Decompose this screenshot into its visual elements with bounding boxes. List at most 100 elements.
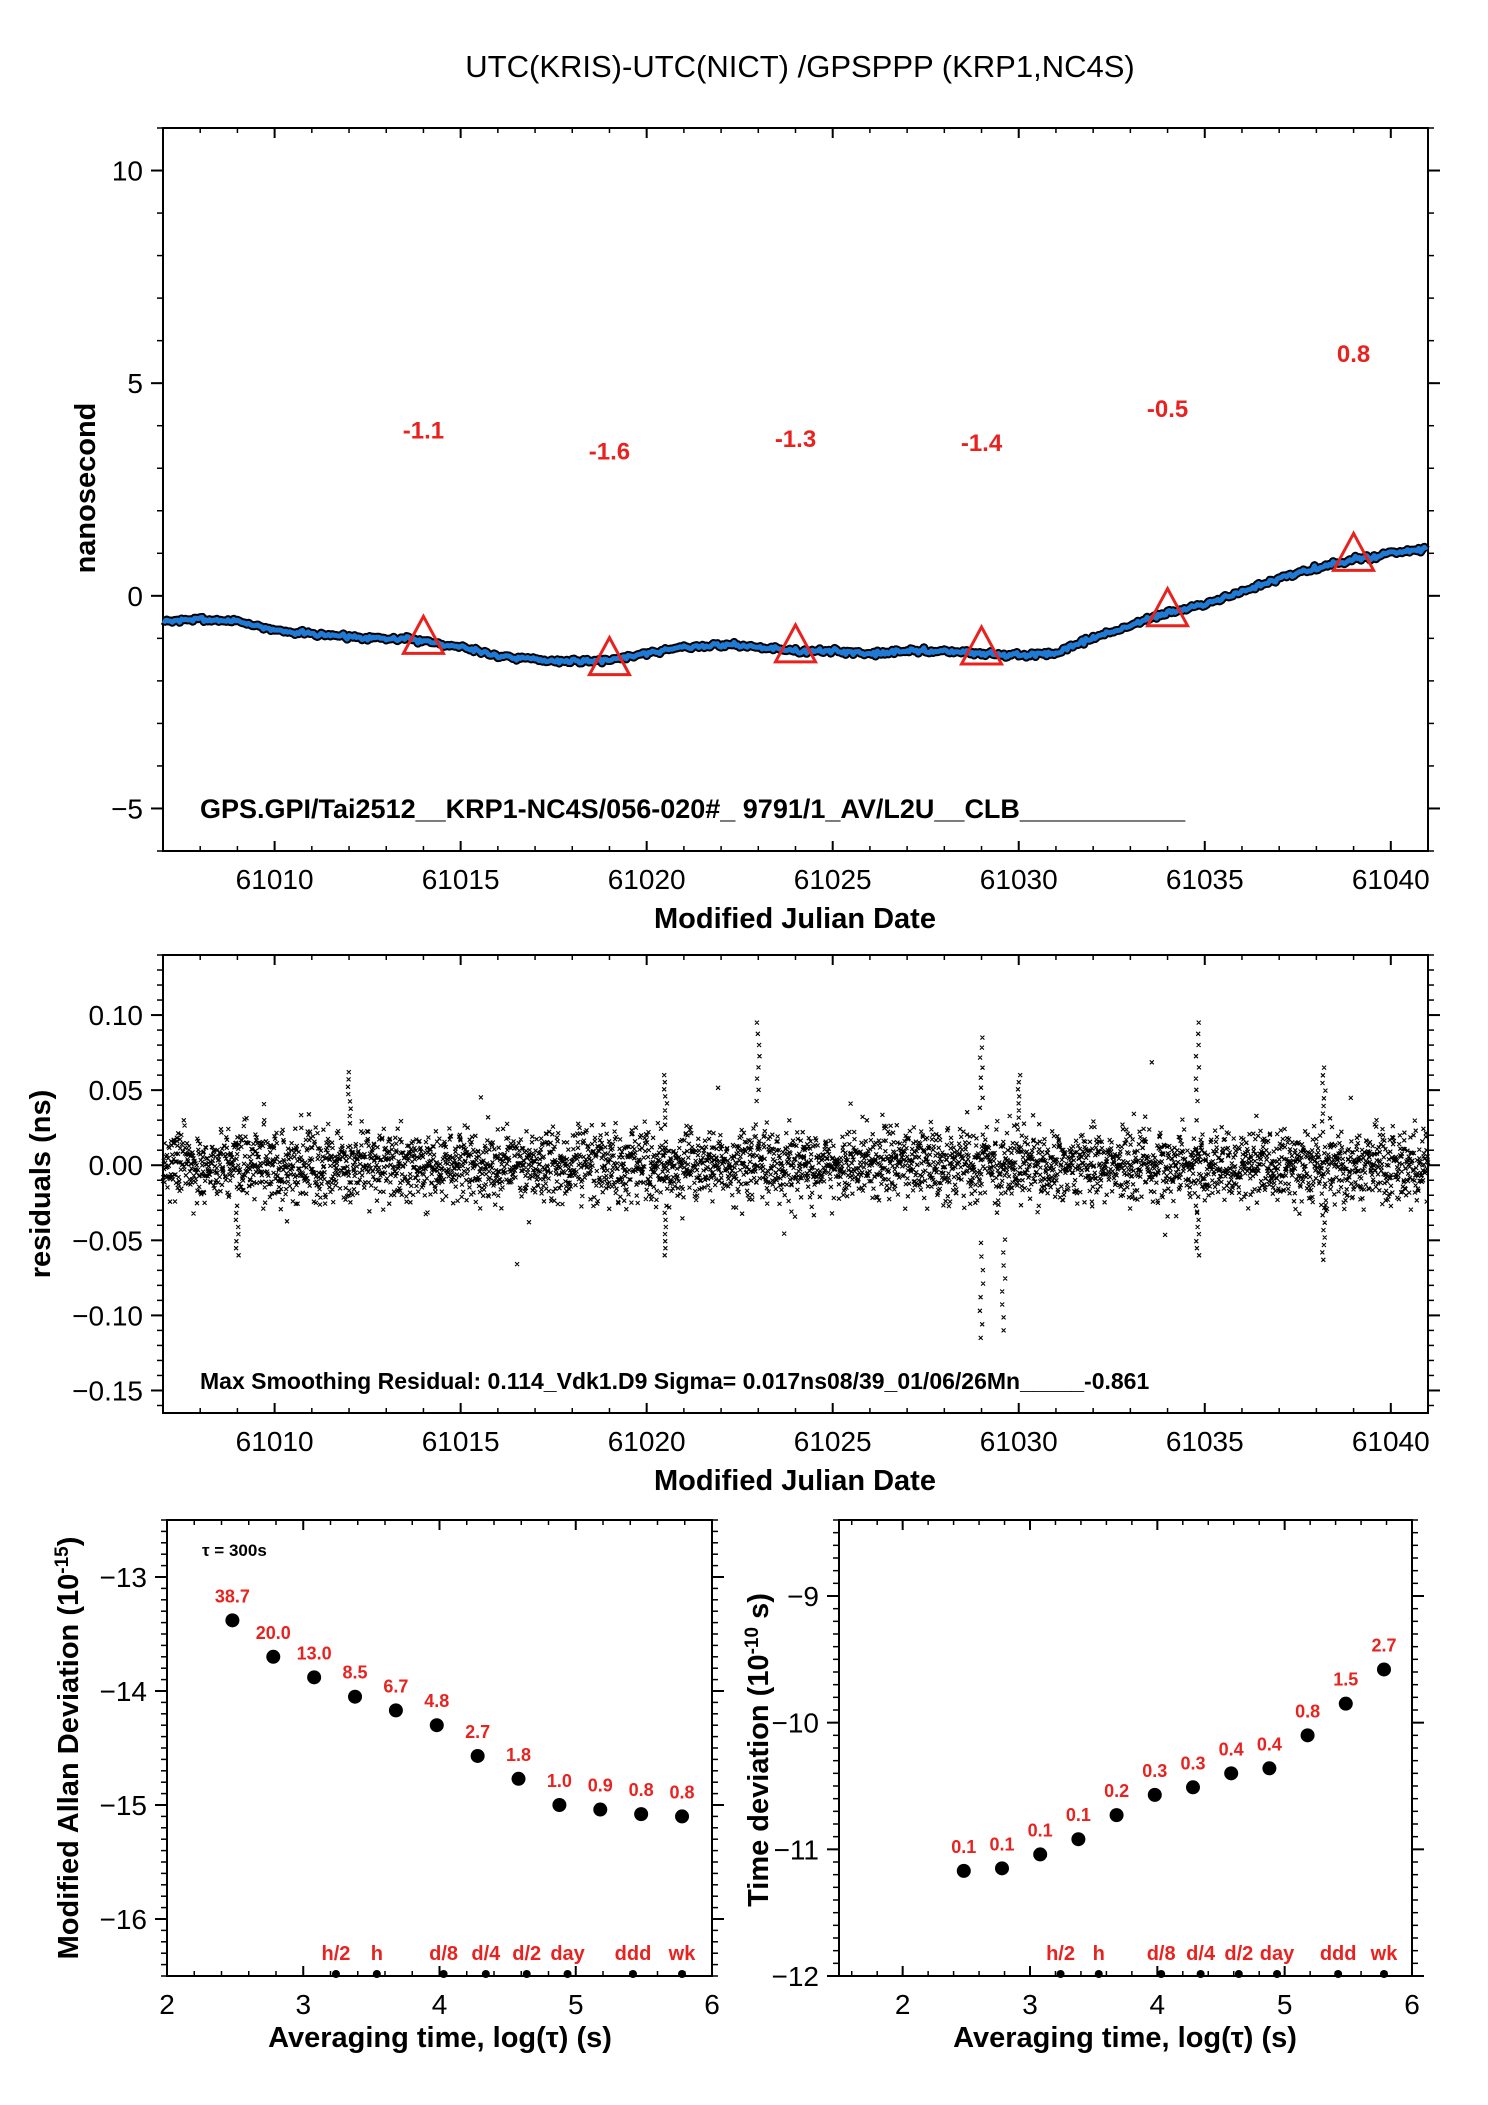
offset-series-line (161, 544, 1429, 666)
offset-triangle-marker (959, 623, 1005, 666)
residuals-x-tick-label: 61035 (1166, 1426, 1244, 1457)
figure-title: UTC(KRIS)-UTC(NICT) /GPSPPP (KRP1,NC4S) (465, 49, 1134, 84)
offset-series-outline (160, 542, 1430, 668)
tdev-interval-marker (1056, 1970, 1065, 1978)
tdev-y-tick-label: −9 (787, 1581, 819, 1612)
tdev-point (994, 1861, 1009, 1876)
tdev-x-tick-label: 5 (1277, 1989, 1293, 2020)
residuals-x-tick-label: 61010 (236, 1426, 314, 1457)
offset-chart: 61010 61015 61020 61025 61030 61035 61040 −5 0 5 1… (70, 127, 1440, 935)
residuals-x-tick-label: 61015 (422, 1426, 500, 1457)
residuals-x-axis-label: Modified Julian Date (654, 1465, 936, 1497)
tdev-interval-label: ddd (1320, 1943, 1357, 1965)
offset-x-axis-label: Modified Julian Date (654, 903, 936, 935)
tdev-point (956, 1863, 971, 1878)
mdev-interval-marker (563, 1970, 572, 1978)
tdev-point (1224, 1766, 1239, 1781)
mdev-interval-label: h (371, 1943, 383, 1965)
mdev-y-axis-exponent: -15 (52, 1546, 73, 1574)
mdev-interval-marker (522, 1970, 531, 1978)
mdev-interval-label: d/8 (429, 1943, 458, 1965)
tdev-point-label: 0.1 (951, 1837, 976, 1857)
mdev-point (388, 1703, 403, 1718)
mdev-point-label: 4.8 (424, 1691, 449, 1711)
residuals-chart: 61010 61015 61020 61025 61030 61035 61040 0.10 0… (25, 954, 1440, 1497)
offset-x-tick-label: 61020 (608, 864, 686, 895)
offset-x-tick-label: 61025 (794, 864, 872, 895)
tdev-point (1033, 1847, 1048, 1862)
tdev-interval-marker (1379, 1970, 1388, 1978)
offset-marker-label: 0.8 (1337, 341, 1370, 368)
mdev-point (266, 1649, 281, 1664)
residuals-y-axis-label: residuals (ns) (25, 1090, 57, 1279)
offset-triangle-marker (772, 621, 819, 664)
offset-footer-note: GPS.GPI/Tai2512__KRP1-NC4S/056-020#_ 979… (200, 794, 1186, 824)
offset-x-tick-label: 61015 (422, 864, 500, 895)
mdev-point (307, 1670, 322, 1685)
mdev-point (552, 1798, 567, 1812)
mdev-interval-marker (331, 1970, 340, 1978)
tdev-x-axis-label: Averaging time, log(τ) (s) (953, 2022, 1297, 2054)
mdev-x-tick-label: 5 (568, 1989, 584, 2020)
tdev-y-tick-label: −12 (772, 1961, 820, 1992)
tdev-point (1338, 1696, 1353, 1711)
tdev-y-axis-exponent: -10 (742, 1627, 763, 1654)
offset-marker-label: -1.3 (775, 426, 816, 453)
tdev-interval-label: wk (1370, 1943, 1399, 1965)
offset-marker-label: -1.4 (961, 430, 1003, 457)
offset-triangle-marker (400, 613, 446, 655)
mdev-chart: 2 3 4 5 6 −13 −14 −15 −16 38.7 20.0 13.0 8.5 6.7 4.8 2… (52, 1519, 724, 2054)
offset-y-tick-label: 10 (112, 156, 143, 187)
tdev-interval-label: h/2 (1046, 1943, 1075, 1965)
mdev-x-axis-label: Averaging time, log(τ) (s) (268, 2022, 612, 2054)
offset-x-tick-label: 61035 (1166, 864, 1244, 895)
residuals-y-tick-label: 0.00 (89, 1150, 144, 1181)
mdev-y-tick-label: −15 (100, 1790, 148, 1821)
mdev-point-label: 6.7 (383, 1676, 408, 1696)
tdev-point (1071, 1832, 1086, 1847)
tdev-interval-marker (1157, 1970, 1166, 1978)
residuals-y-tick-label: 0.05 (89, 1075, 144, 1106)
mdev-point-label: 1.8 (506, 1745, 531, 1765)
tdev-interval-label: d/4 (1186, 1943, 1216, 1965)
mdev-y-tick-label: −16 (100, 1904, 148, 1935)
mdev-point-label: 0.8 (629, 1780, 654, 1800)
mdev-point-label: 13.0 (297, 1643, 332, 1663)
mdev-point (593, 1802, 608, 1817)
mdev-x-tick-label: 4 (432, 1989, 448, 2020)
residuals-y-tick-label: −0.05 (72, 1225, 143, 1256)
offset-marker-label: -1.1 (403, 417, 444, 444)
mdev-interval-label: ddd (615, 1943, 652, 1965)
tdev-interval-label: d/2 (1224, 1943, 1253, 1965)
mdev-y-tick-label: −13 (100, 1562, 148, 1593)
mdev-y-tick-label: −14 (100, 1676, 148, 1707)
tdev-interval-label: h (1093, 1943, 1105, 1965)
mdev-point-label: 0.8 (670, 1782, 695, 1802)
tdev-interval-marker (1094, 1970, 1103, 1978)
offset-triangle-marker (586, 634, 632, 677)
tdev-y-axis-label: Time deviation (10-10 s) (742, 1593, 775, 1907)
mdev-point-label: 8.5 (343, 1663, 368, 1683)
tdev-x-tick-label: 2 (895, 1989, 911, 2020)
tdev-interval-label: day (1260, 1943, 1295, 1965)
mdev-point (470, 1748, 485, 1763)
tdev-point-label: 0.1 (1066, 1805, 1091, 1825)
mdev-point-label: 38.7 (215, 1586, 250, 1606)
mdev-point (429, 1718, 444, 1733)
offset-y-tick-label: 0 (127, 581, 143, 612)
residuals-y-tick-label: 0.10 (89, 1000, 144, 1031)
mdev-interval-label: d/4 (471, 1943, 501, 1965)
tdev-point (1147, 1787, 1162, 1802)
tdev-point (1109, 1808, 1124, 1823)
tdev-point-label: 0.4 (1219, 1739, 1244, 1759)
mdev-interval-marker (481, 1970, 490, 1978)
tdev-point-label: 0.3 (1180, 1753, 1205, 1773)
tdev-point (1185, 1780, 1200, 1795)
tdev-point-label: 2.7 (1371, 1635, 1396, 1655)
tdev-x-tick-label: 3 (1022, 1989, 1038, 2020)
tdev-interval-marker (1196, 1970, 1205, 1978)
mdev-x-tick-label: 2 (159, 1989, 175, 2020)
offset-marker-label: -1.6 (589, 439, 630, 466)
mdev-interval-label: day (550, 1943, 585, 1965)
